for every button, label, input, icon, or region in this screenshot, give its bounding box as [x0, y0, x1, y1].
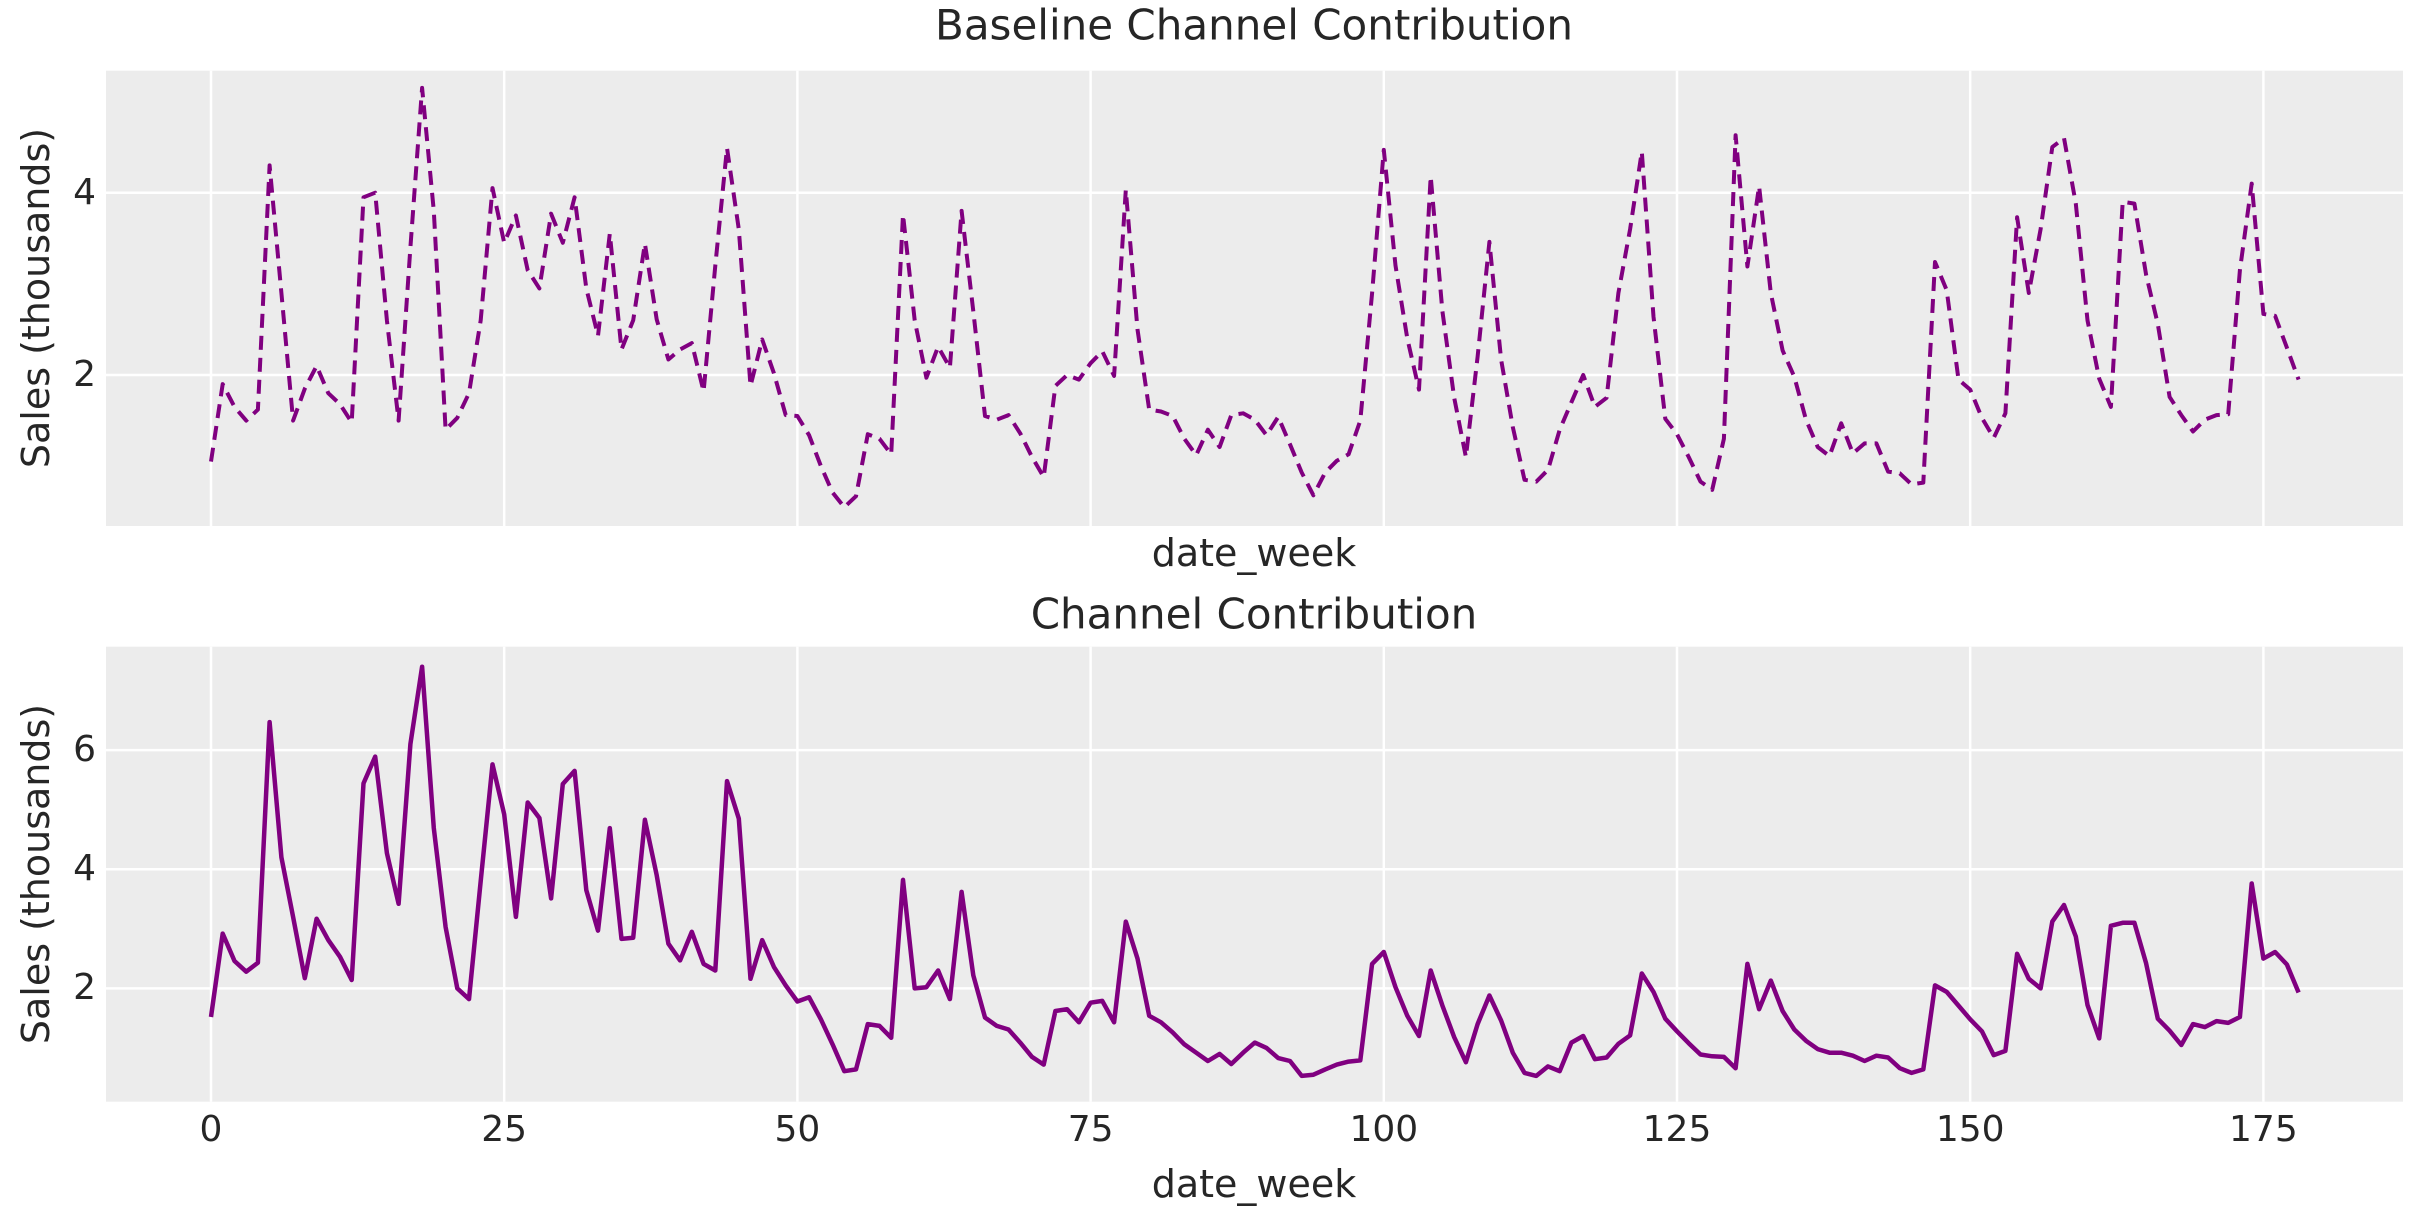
x-tick-label: 25 — [481, 1109, 528, 1150]
y-tick-label: 4 — [73, 848, 96, 890]
x-tick-label: 175 — [2229, 1109, 2298, 1150]
y-tick-label: 4 — [73, 171, 96, 213]
top-x-axis-label: date_week — [1151, 531, 1357, 575]
x-tick-label: 0 — [199, 1109, 223, 1150]
x-tick-label: 50 — [774, 1109, 821, 1150]
bottom-chart-title: Channel Contribution — [1030, 589, 1478, 639]
y-tick-label: 6 — [73, 729, 96, 771]
y-tick-label: 2 — [73, 967, 96, 1009]
x-tick-label: 125 — [1642, 1109, 1712, 1150]
y-tick-label: 2 — [73, 354, 96, 395]
baseline-contribution-line — [209, 85, 2301, 510]
contribution-line — [208, 664, 2301, 1079]
x-tick-label: 150 — [1935, 1109, 2005, 1150]
bottom-x-axis-label: date_week — [1151, 1162, 1357, 1206]
x-tick-label: 75 — [1067, 1109, 1114, 1150]
plot-area — [106, 70, 2403, 526]
top-chart-title: Baseline Channel Contribution — [935, 0, 1573, 50]
plot-area — [106, 646, 2403, 1102]
x-tick-label: 100 — [1349, 1109, 1419, 1150]
